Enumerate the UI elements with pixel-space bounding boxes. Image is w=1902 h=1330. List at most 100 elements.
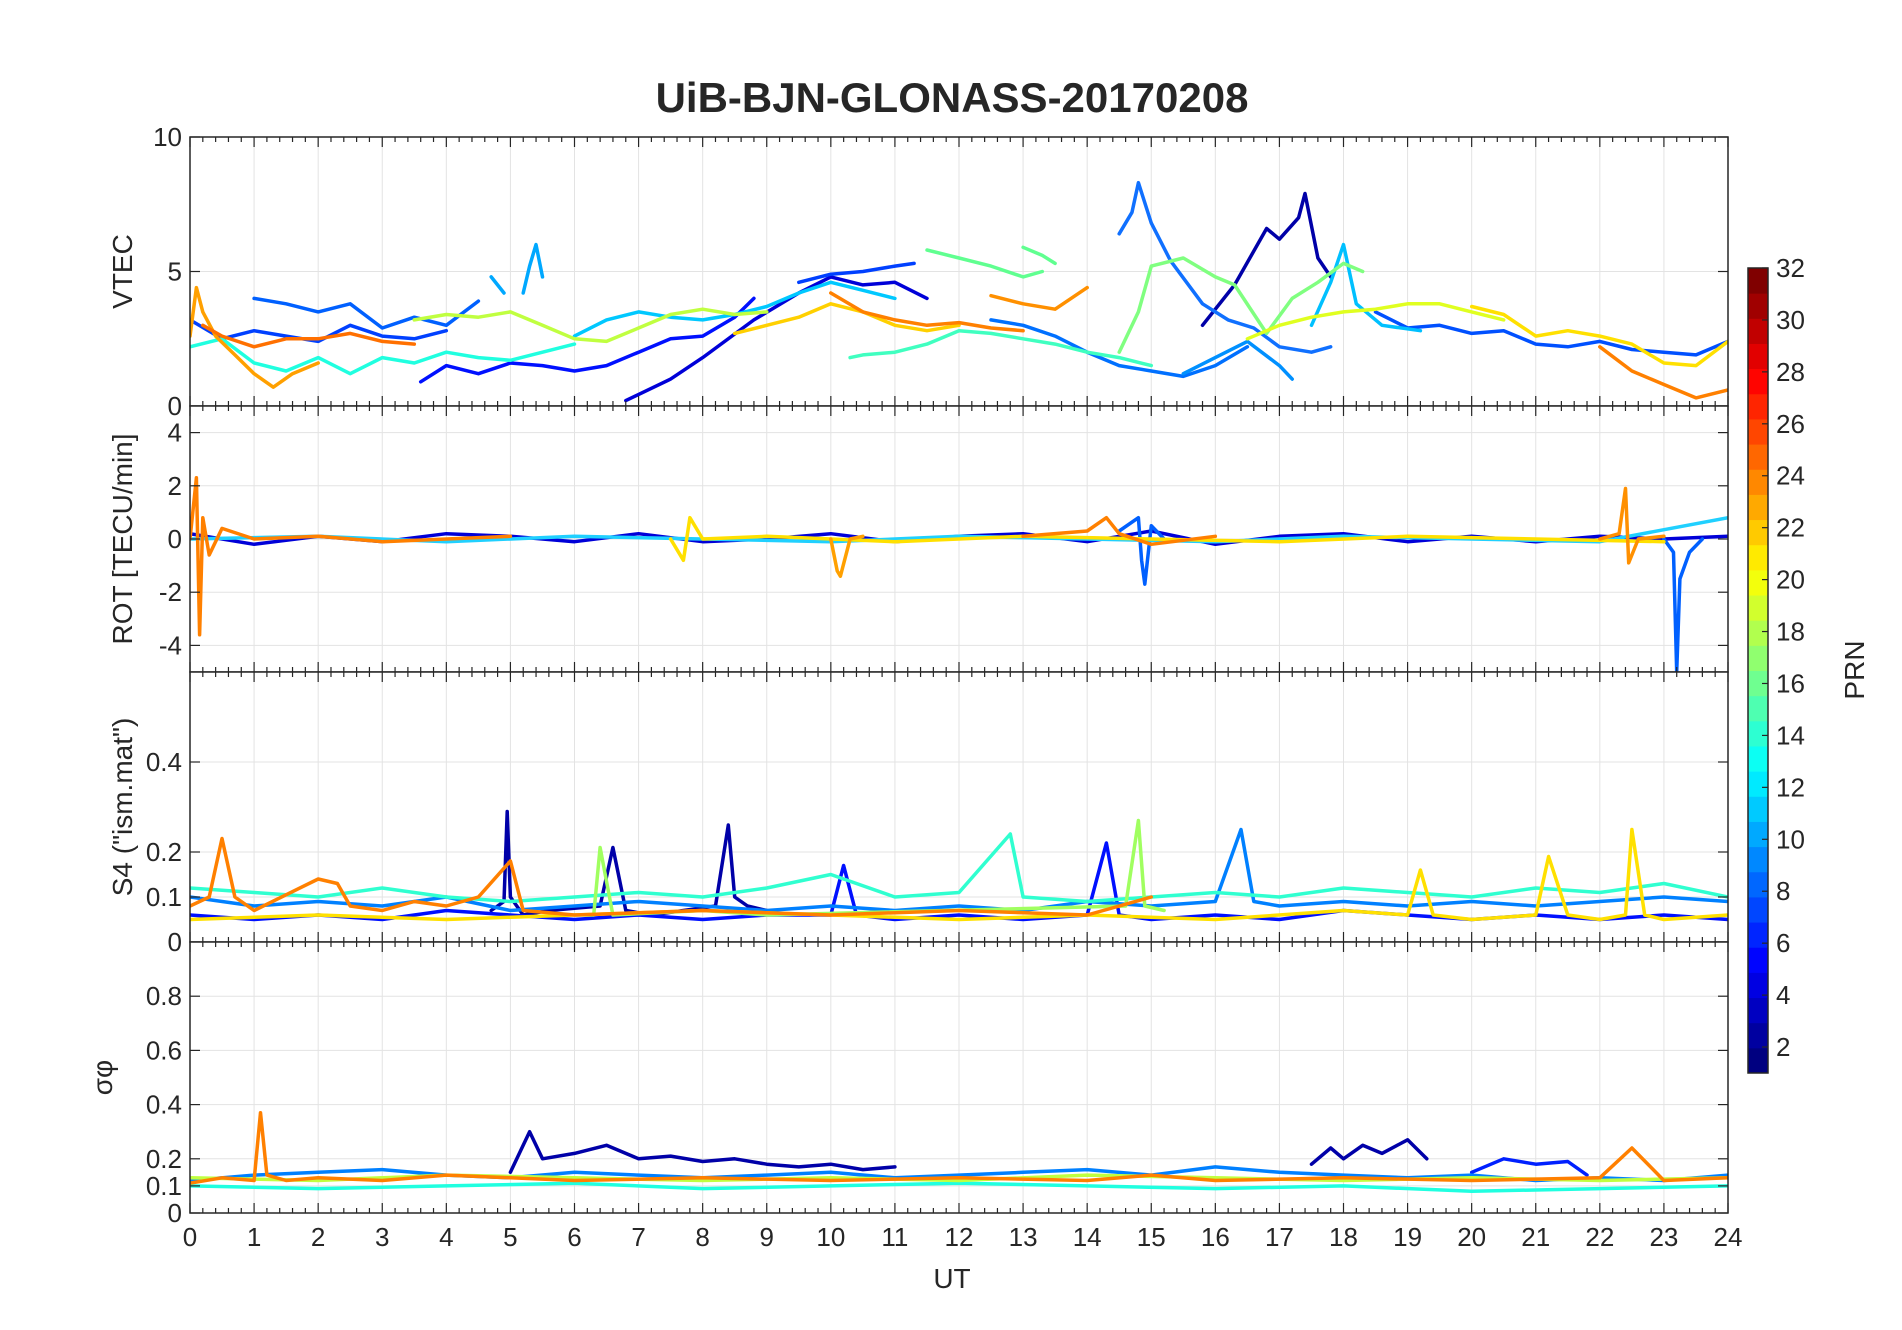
colorbar-stripe [1748, 469, 1768, 495]
x-tick-label: 3 [375, 1222, 389, 1252]
colorbar-tick-label: 8 [1776, 876, 1790, 906]
panel-vtec-series-15 [848, 328, 1154, 368]
panel-s4-y-label: S4 ("ism.mat") [107, 718, 138, 897]
colorbar-stripe [1748, 745, 1768, 772]
colorbar-stripe [1748, 846, 1768, 873]
x-tick-label: 0 [183, 1222, 197, 1252]
colorbar-stripe [1748, 695, 1768, 722]
panel-vtec-series-12 [1309, 242, 1423, 333]
panel-rot-y-tick-label: 2 [168, 471, 182, 501]
panel-vtec-series-21 [1469, 304, 1728, 368]
colorbar-stripe [1748, 1047, 1768, 1074]
colorbar-stripe [1748, 318, 1768, 344]
panel-s4-series-0 [489, 809, 769, 917]
panel-rot-series-6 [190, 476, 513, 637]
panel-s4-series-group [190, 809, 1728, 922]
panel-sigma-y-tick-label: 0.4 [146, 1090, 182, 1120]
panel-sigma-series-1 [1309, 1138, 1429, 1166]
panel-vtec-series-14 [190, 337, 577, 376]
colorbar-stripe [1748, 896, 1768, 923]
colorbar-stripe [1748, 519, 1768, 546]
colorbar-stripe [1748, 720, 1768, 747]
x-tick-label: 13 [1009, 1222, 1038, 1252]
x-tick-label: 11 [881, 1222, 908, 1252]
panel-sigma-y-tick-label: 0.6 [146, 1035, 182, 1065]
panel-rot-y-tick-label: -2 [159, 577, 182, 607]
colorbar-tick-label: 26 [1776, 409, 1805, 439]
panel-vtec-series-19 [412, 307, 769, 344]
x-tick-label: 4 [439, 1222, 453, 1252]
panel-s4-series-1 [190, 841, 1728, 922]
panel-s4-series-3 [190, 832, 1728, 904]
x-tick-label: 14 [1073, 1222, 1102, 1252]
x-tick-label: 17 [1265, 1222, 1294, 1252]
panel-vtec-series-9 [1181, 339, 1294, 381]
panel-rot-series-8 [1598, 486, 1666, 565]
x-tick-label: 10 [816, 1222, 845, 1252]
x-tick-label: 1 [247, 1222, 261, 1252]
panel-rot-series-4 [668, 515, 1666, 563]
colorbar-stripe [1748, 670, 1768, 697]
x-tick-label: 16 [1201, 1222, 1230, 1252]
panel-rot-y-tick-label: -4 [159, 630, 182, 660]
colorbar-tick-label: 16 [1776, 668, 1805, 698]
colorbar-frame [1747, 267, 1769, 1074]
colorbar-stripe [1748, 569, 1768, 596]
panel-rot-y-tick-label: 0 [168, 524, 182, 554]
panel-rot-series-5 [829, 534, 865, 578]
x-tick-label: 5 [503, 1222, 517, 1252]
panel-vtec-series-17 [1117, 256, 1365, 354]
x-tick-label: 20 [1457, 1222, 1486, 1252]
x-tick-label: 2 [311, 1222, 325, 1252]
x-tick-label: 24 [1714, 1222, 1743, 1252]
panel-vtec-series-20 [1245, 302, 1506, 341]
colorbar-tick-label: 24 [1776, 461, 1805, 491]
colorbar-stripe [1748, 293, 1768, 319]
colorbar-stripe [1748, 343, 1768, 370]
panel-vtec-series-22 [732, 302, 961, 336]
panel-rot: -4 -2 0 2 4 ROT [TECU/min] [107, 405, 1729, 673]
panel-sigma-series-0 [508, 1129, 897, 1175]
panel-sigma-y-tick-label: 0.1 [146, 1171, 182, 1201]
panel-sigma-y-tick-label: 0 [168, 1198, 182, 1228]
panel-s4-y-tick-label: 0.4 [146, 747, 182, 777]
panel-rot-x-ticks [189, 406, 1729, 672]
panel-vtec-series-25 [829, 291, 1025, 333]
panel-rot-series-group [190, 476, 1728, 672]
colorbar-stripe [1748, 418, 1768, 445]
panel-sigma-x-ticks [189, 942, 1729, 1213]
colorbar-stripe [1748, 947, 1768, 973]
colorbar-stripe [1748, 771, 1768, 797]
colorbar-stripes [1748, 268, 1768, 1074]
panel-vtec-y-tick-label: 0 [168, 391, 182, 421]
colorbar-tick-label: 30 [1776, 305, 1805, 335]
x-tick-label: 23 [1649, 1222, 1678, 1252]
panel-vtec-series-16 [925, 248, 1045, 279]
x-tick-label: 9 [760, 1222, 774, 1252]
colorbar-stripe [1748, 544, 1768, 571]
panel-s4-x-ticks [189, 672, 1729, 942]
colorbar-stripe [1748, 645, 1768, 671]
colorbar-stripe [1748, 620, 1768, 646]
panel-vtec-series-0 [1200, 191, 1333, 328]
panel-s4-y-tick-label: 0.1 [146, 882, 182, 912]
panel-rot-y-label: ROT [TECU/min] [107, 433, 138, 644]
panel-vtec-series-group [190, 180, 1728, 403]
panel-sigma-y-tick-label: 0.8 [146, 981, 182, 1011]
x-tick-label: 6 [567, 1222, 581, 1252]
colorbar-tick-label: 4 [1776, 980, 1790, 1010]
panel-vtec-series-5 [1373, 310, 1728, 357]
colorbar-tick-label: 6 [1776, 928, 1790, 958]
panel-s4-series-6 [190, 836, 1154, 917]
panel-sigma-series-2 [1469, 1157, 1589, 1177]
x-tick-label: 12 [945, 1222, 974, 1252]
panel-vtec-x-ticks [189, 137, 1729, 406]
panel-vtec-series-10 [521, 242, 545, 295]
panel-vtec-series-27 [1598, 345, 1728, 400]
colorbar-stripe [1748, 595, 1768, 621]
panel-rot-series-2 [1662, 537, 1705, 672]
